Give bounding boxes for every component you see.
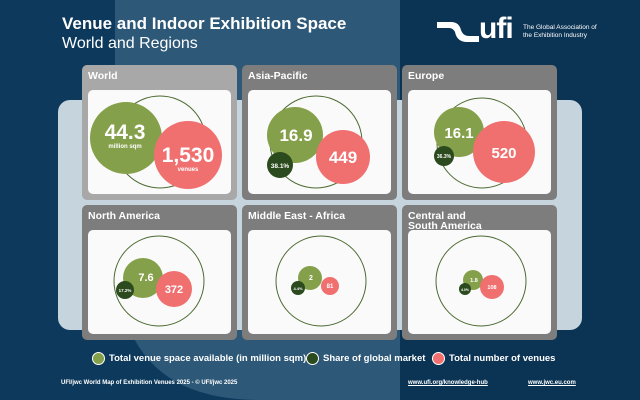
share-bubble xyxy=(459,283,471,295)
venues-bubble xyxy=(321,277,339,295)
share-label: 4.0% xyxy=(461,288,470,292)
green-dot-icon xyxy=(92,352,105,365)
space-unit: million sqm xyxy=(108,144,141,150)
legend-label: Total venue space available (in million … xyxy=(109,353,307,364)
venues-label: 372 xyxy=(165,284,183,296)
space-label: 16.9 xyxy=(279,126,312,145)
venues-bubble xyxy=(154,121,222,189)
red-dot-icon xyxy=(432,352,445,365)
legend-label: Total number of venues xyxy=(449,353,556,364)
venues-bubble xyxy=(473,121,535,183)
space-bubble xyxy=(298,266,322,290)
card-title: World xyxy=(88,70,118,82)
space-label: 7.6 xyxy=(138,272,153,284)
space-bubble xyxy=(90,102,162,174)
space-label: 1.8 xyxy=(470,278,478,284)
card-title: Europe xyxy=(408,70,445,82)
space-bubble xyxy=(267,107,323,163)
legend-item-venues: Total number of venues xyxy=(432,352,555,365)
footer-credit: UFI/jwc World Map of Exhibition Venues 2… xyxy=(61,380,238,386)
card-title: Middle East - Africa xyxy=(248,210,346,222)
share-bubble xyxy=(116,281,134,299)
card-title: Central and South America xyxy=(408,210,482,232)
subtitle: World and Regions xyxy=(62,35,198,52)
dark-green-dot-icon xyxy=(306,352,319,365)
venues-label: 108 xyxy=(487,285,496,291)
venues-label: 520 xyxy=(491,145,516,162)
knowledge-hub-link[interactable]: www.ufi.org/knowledge-hub xyxy=(408,380,488,386)
share-label: 17.2% xyxy=(119,288,132,293)
space-label: 2 xyxy=(309,275,313,282)
ufi-logo-mark-icon xyxy=(437,22,479,42)
share-bubble xyxy=(291,281,305,295)
share-label: 38.1% xyxy=(271,163,290,170)
share-label: 36.3% xyxy=(437,154,452,160)
outer-circle xyxy=(435,235,527,327)
logo-tagline: The Global Association of the Exhibition… xyxy=(523,24,597,39)
share-bubble xyxy=(434,146,454,166)
share-bubble xyxy=(267,152,293,178)
venues-bubble xyxy=(480,275,504,299)
space-bubble xyxy=(434,107,484,157)
legend-item-share: Share of global market xyxy=(306,352,425,365)
legend: Total venue space available (in million … xyxy=(0,352,640,372)
venues-label: 449 xyxy=(329,148,357,167)
venues-label: 1,530 xyxy=(162,144,215,167)
venues-bubble xyxy=(156,271,192,307)
card-title: North America xyxy=(88,210,160,222)
title: Venue and Indoor Exhibition Space xyxy=(62,14,347,33)
share-label: 4.4% xyxy=(293,286,303,291)
space-label: 44.3 xyxy=(105,121,146,144)
jwc-link[interactable]: www.jwc.eu.com xyxy=(528,380,576,386)
venues-unit: venues xyxy=(178,167,199,173)
outer-circle xyxy=(113,235,205,327)
outer-circle xyxy=(275,235,367,327)
card-title: Asia-Pacific xyxy=(248,70,308,82)
logo-text: ufi xyxy=(479,12,514,45)
legend-item-space: Total venue space available (in million … xyxy=(92,352,306,365)
venues-label: 81 xyxy=(327,284,334,290)
ufi-logo: ufi The Global Association of the Exhibi… xyxy=(437,12,597,48)
legend-label: Share of global market xyxy=(323,353,426,364)
venues-bubble xyxy=(316,130,370,184)
page-title: Venue and Indoor Exhibition Space World … xyxy=(62,14,346,53)
space-label: 16.1 xyxy=(444,125,473,142)
